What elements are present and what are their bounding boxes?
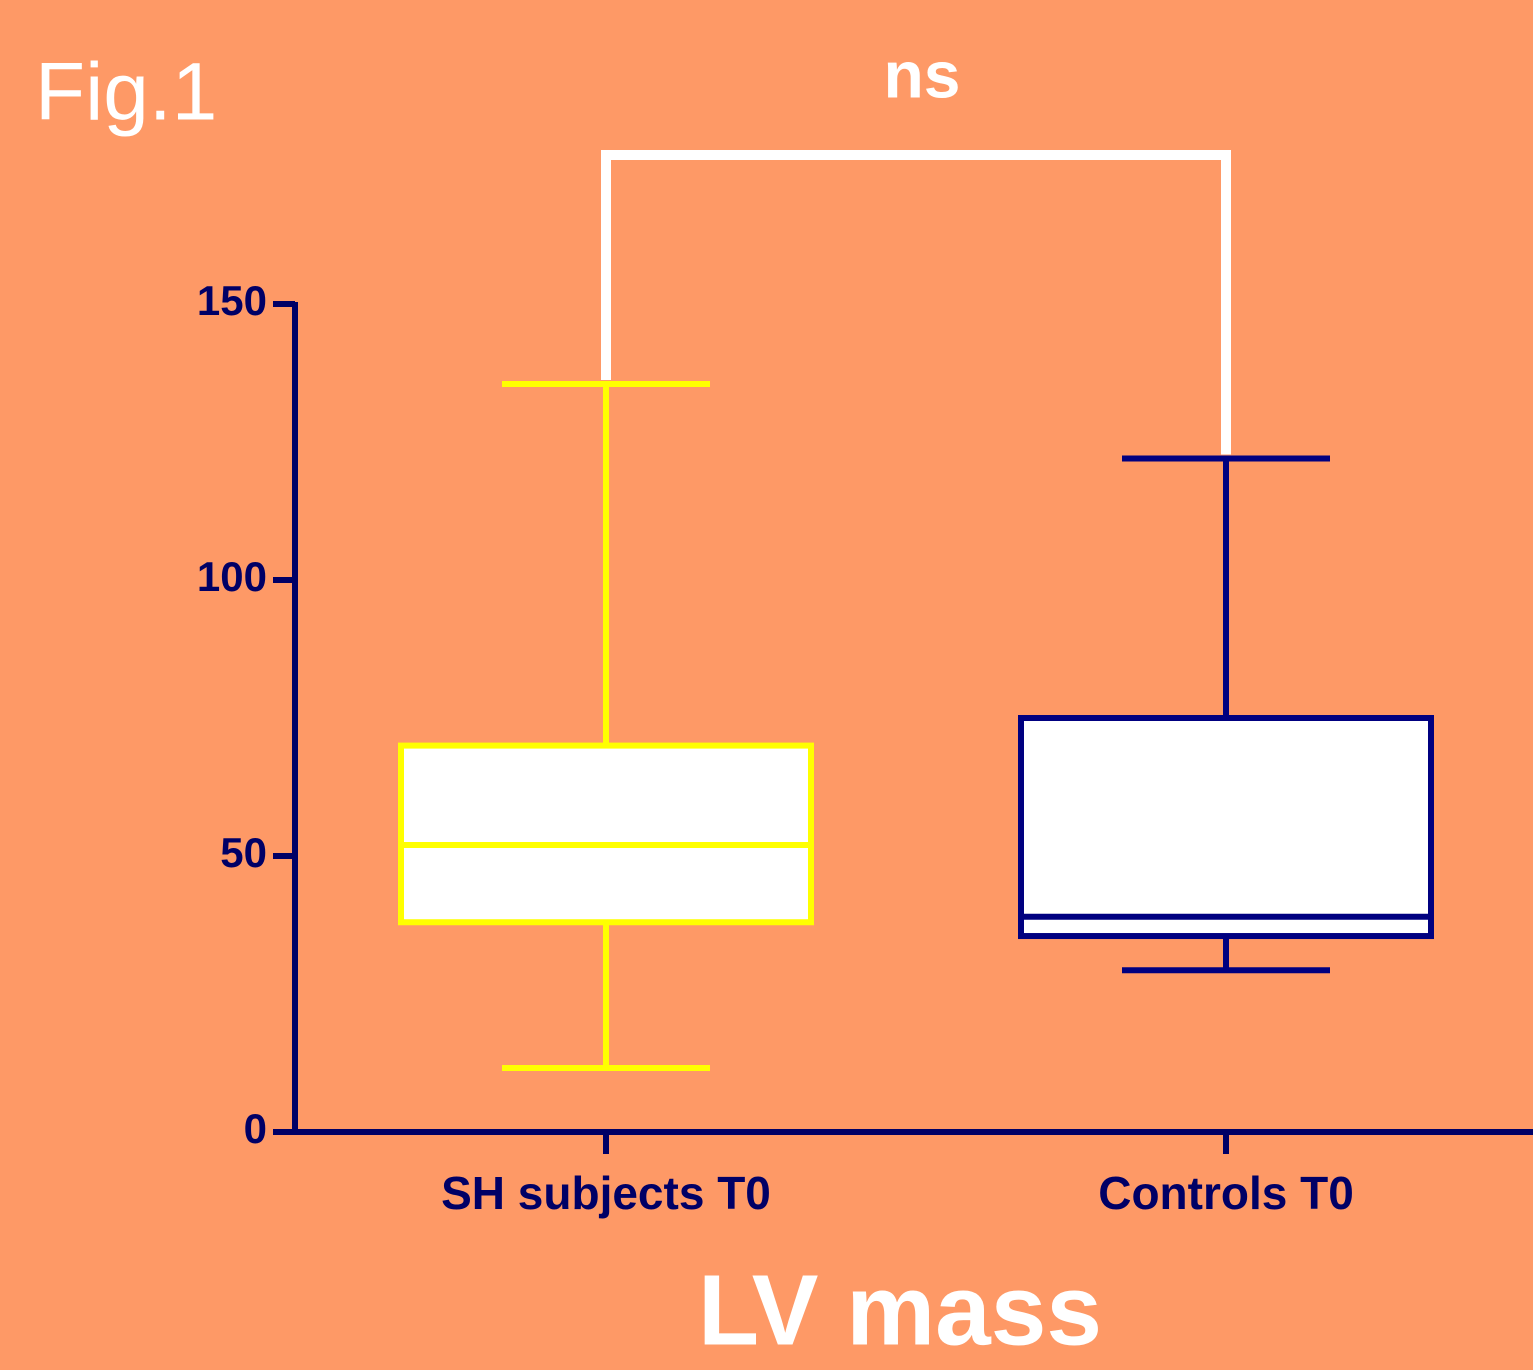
figure-label: Fig.1 — [35, 47, 217, 138]
y-tick-label: 50 — [220, 829, 267, 876]
annotation: ns — [883, 37, 960, 111]
significance-bracket — [601, 150, 1231, 455]
x-tick-label: SH subjects T0 — [441, 1167, 771, 1219]
box — [398, 742, 814, 926]
y-tick-label: 100 — [197, 553, 267, 600]
y-tick-label: 150 — [197, 277, 267, 324]
y-tick-label: 0 — [244, 1105, 267, 1152]
chart-title: LV mass — [698, 1254, 1102, 1366]
box — [1018, 715, 1434, 940]
x-tick-label: Controls T0 — [1098, 1167, 1354, 1219]
